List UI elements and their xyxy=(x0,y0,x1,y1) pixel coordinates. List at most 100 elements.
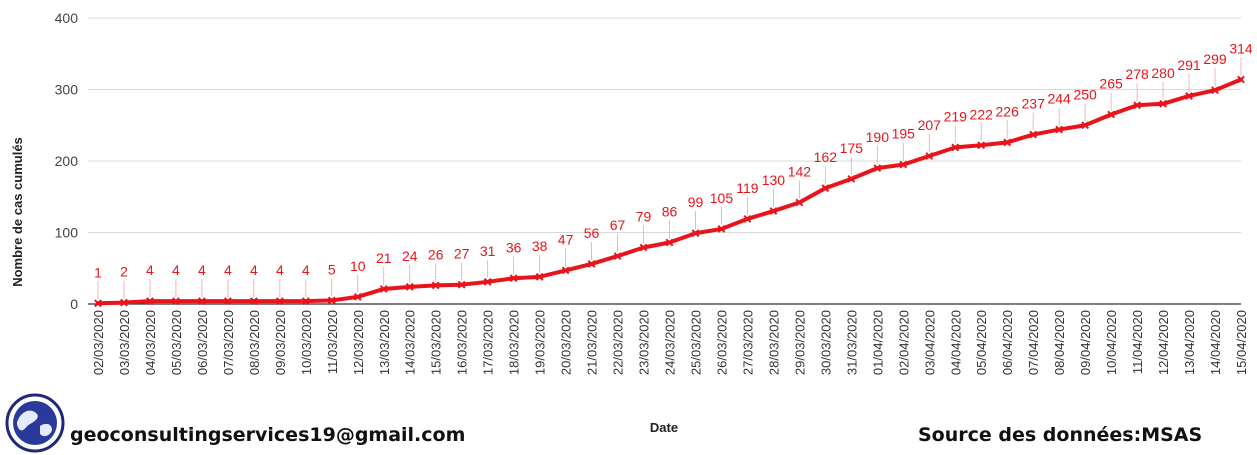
data-point xyxy=(172,297,180,306)
data-point xyxy=(925,152,934,160)
data-label: 291 xyxy=(1177,57,1201,73)
data-label: 4 xyxy=(198,262,206,278)
x-tick-label: 31/03/2020 xyxy=(844,310,859,375)
data-label: 265 xyxy=(1099,76,1123,92)
data-label: 4 xyxy=(172,262,180,278)
data-point xyxy=(457,280,466,289)
x-tick-label: 11/04/2020 xyxy=(1130,310,1145,374)
data-point xyxy=(613,252,622,261)
x-tick-label: 04/03/2020 xyxy=(143,310,158,375)
data-point xyxy=(1211,86,1219,95)
data-label: 278 xyxy=(1125,66,1149,82)
x-tick-label: 19/03/2020 xyxy=(533,310,548,375)
data-point xyxy=(665,238,674,247)
data-label: 99 xyxy=(688,194,704,210)
data-point xyxy=(795,198,804,207)
data-point xyxy=(275,297,284,306)
data-label: 10 xyxy=(350,258,366,274)
x-tick-label: 30/03/2020 xyxy=(818,310,833,375)
x-tick-label: 01/04/2020 xyxy=(870,310,885,375)
data-label: 56 xyxy=(584,225,600,241)
data-point xyxy=(1159,99,1167,108)
data-label: 219 xyxy=(944,108,968,124)
x-axis-title: Date xyxy=(650,420,678,435)
footer-source: Source des données:MSAS xyxy=(918,424,1203,446)
x-tick-label: 03/04/2020 xyxy=(922,310,937,375)
x-tick-label: 10/03/2020 xyxy=(299,310,314,375)
data-label: 1 xyxy=(94,264,102,280)
data-point xyxy=(405,282,414,291)
data-label: 142 xyxy=(788,163,812,179)
data-point xyxy=(1003,138,1012,147)
data-label: 31 xyxy=(480,243,496,259)
data-label: 4 xyxy=(224,262,232,278)
data-label: 47 xyxy=(558,231,574,247)
x-tick-label: 12/03/2020 xyxy=(351,310,366,375)
x-tick-label: 28/03/2020 xyxy=(766,310,781,375)
data-point xyxy=(769,207,778,215)
x-tick-label: 23/03/2020 xyxy=(637,310,652,375)
data-point xyxy=(587,260,596,268)
x-tick-label: 29/03/2020 xyxy=(792,310,807,375)
y-tick-label: 100 xyxy=(55,225,79,241)
data-point xyxy=(120,298,128,307)
data-point xyxy=(717,225,726,233)
x-tick-label: 20/03/2020 xyxy=(559,310,574,375)
data-point xyxy=(1133,101,1141,110)
data-point xyxy=(509,274,518,283)
data-point xyxy=(94,299,102,308)
data-point xyxy=(483,277,492,286)
data-point xyxy=(1029,130,1038,139)
x-tick-label: 07/04/2020 xyxy=(1026,310,1041,375)
data-label: 244 xyxy=(1047,91,1071,107)
x-tick-label: 06/03/2020 xyxy=(195,310,210,375)
data-point xyxy=(1185,92,1193,100)
data-point xyxy=(535,272,544,281)
data-label: 226 xyxy=(996,103,1020,119)
data-point xyxy=(561,266,570,275)
data-label: 105 xyxy=(710,190,734,206)
data-label: 38 xyxy=(532,238,548,254)
data-label: 237 xyxy=(1022,96,1046,112)
data-point xyxy=(223,297,232,306)
data-label: 175 xyxy=(840,140,864,156)
x-tick-label: 12/04/2020 xyxy=(1156,310,1171,375)
data-point xyxy=(379,285,388,293)
data-label: 299 xyxy=(1203,51,1227,67)
data-point xyxy=(951,143,960,152)
x-tick-label: 02/03/2020 xyxy=(91,310,106,375)
x-tick-label: 07/03/2020 xyxy=(221,310,236,375)
data-label: 2 xyxy=(120,264,128,280)
data-label: 250 xyxy=(1073,86,1097,102)
data-label: 280 xyxy=(1151,65,1175,81)
data-point xyxy=(899,160,908,169)
x-tick-label: 11/03/2020 xyxy=(325,310,340,374)
data-label: 67 xyxy=(610,217,626,233)
x-tick-label: 17/03/2020 xyxy=(481,310,496,375)
series-line xyxy=(96,77,1243,306)
data-label: 4 xyxy=(250,262,258,278)
data-point xyxy=(146,297,154,306)
y-axis-title: Nombre de cas cumulés xyxy=(10,137,25,287)
data-label: 119 xyxy=(736,180,759,196)
data-point xyxy=(743,215,752,223)
data-label: 190 xyxy=(866,129,890,145)
data-point xyxy=(431,281,440,290)
x-tick-label: 27/03/2020 xyxy=(740,310,755,375)
x-tick-label: 06/04/2020 xyxy=(1000,310,1015,375)
data-label: 26 xyxy=(428,246,444,262)
x-tick-label: 08/03/2020 xyxy=(247,310,262,375)
x-tick-label: 13/04/2020 xyxy=(1182,310,1197,375)
data-point xyxy=(353,292,362,301)
data-point xyxy=(301,297,310,306)
data-point xyxy=(1107,110,1116,119)
data-label: 207 xyxy=(918,117,942,133)
x-tick-label: 09/04/2020 xyxy=(1078,310,1093,375)
data-point xyxy=(691,229,700,238)
x-tick-label: 10/04/2020 xyxy=(1104,310,1119,375)
data-label: 222 xyxy=(970,106,994,122)
y-tick-label: 300 xyxy=(55,82,79,98)
data-label: 36 xyxy=(506,239,522,255)
data-label: 4 xyxy=(276,262,284,278)
